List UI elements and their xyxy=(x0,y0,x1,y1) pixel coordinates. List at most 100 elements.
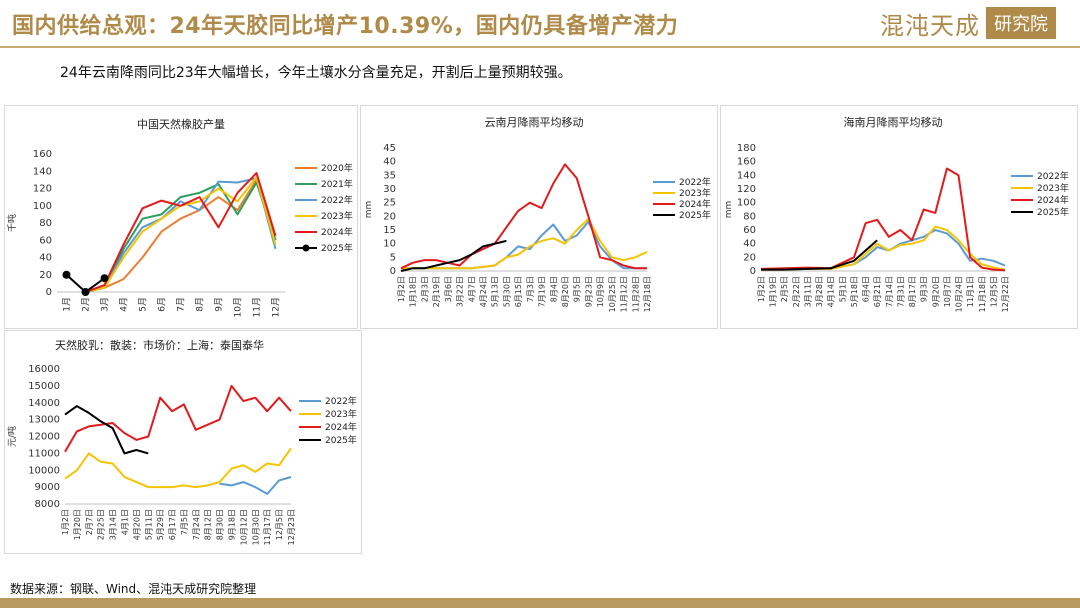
x-tick-label: 5月1日 xyxy=(838,276,847,302)
x-tick-label: 7月3日 xyxy=(526,276,535,302)
data-point-2025年 xyxy=(100,274,109,283)
x-tick-label: 9月20日 xyxy=(931,276,940,307)
legend-label-2025年: 2025年 xyxy=(325,434,357,446)
x-tick-label: 3月 xyxy=(100,297,111,312)
x-tick-label: 11月28日 xyxy=(631,276,640,312)
y-tick-label: 10000 xyxy=(28,465,60,476)
x-tick-label: 2月25日 xyxy=(97,509,106,540)
logo-text: 混沌天成 xyxy=(880,11,980,40)
y-tick-label: 14000 xyxy=(28,398,60,409)
series-line-2020年 xyxy=(85,178,277,293)
x-tick-label: 2月5日 xyxy=(780,276,789,302)
y-tick-label: 5 xyxy=(390,252,396,263)
y-tick-label: 11000 xyxy=(28,448,60,459)
x-tick-label: 5月29日 xyxy=(156,509,165,540)
legend-label-2022年: 2022年 xyxy=(325,395,357,407)
legend-label-2025年: 2025年 xyxy=(679,209,711,221)
legend-label-2023年: 2023年 xyxy=(321,210,353,222)
x-tick-label: 12月18日 xyxy=(643,276,652,312)
x-tick-label: 11月12日 xyxy=(620,276,629,312)
x-tick-label: 3月11日 xyxy=(803,276,812,307)
legend-label-2024年: 2024年 xyxy=(679,198,711,210)
y-tick-label: 20 xyxy=(383,211,396,222)
x-tick-label: 6月15日 xyxy=(514,276,523,307)
header-divider xyxy=(0,46,1080,48)
legend-label-2023年: 2023年 xyxy=(1037,182,1069,194)
y-tick-label: 10 xyxy=(383,239,396,250)
x-tick-label: 10月24日 xyxy=(955,276,964,312)
y-tick-label: 9000 xyxy=(35,482,60,493)
x-tick-label: 2月19日 xyxy=(432,276,441,307)
series-line-2022年 xyxy=(219,476,292,495)
x-tick-label: 8月 xyxy=(195,297,206,312)
y-tick-label: 35 xyxy=(383,170,396,181)
x-tick-label: 8月4日 xyxy=(549,276,558,302)
series-line-2024年 xyxy=(400,163,647,270)
legend-label-2025年: 2025年 xyxy=(1037,206,1069,218)
x-tick-label: 4月7日 xyxy=(467,276,476,302)
y-tick-label: 45 xyxy=(383,143,396,154)
x-tick-label: 10月12日 xyxy=(239,509,248,545)
x-tick-label: 6月4日 xyxy=(862,276,871,302)
x-tick-label: 12月 xyxy=(271,297,282,317)
x-tick-label: 5月 xyxy=(138,297,149,312)
y-tick-label: 0 xyxy=(750,266,756,277)
y-tick-label: 30 xyxy=(383,184,396,195)
y-tick-label: 15000 xyxy=(28,381,60,392)
series-line-2025年 xyxy=(64,405,149,455)
data-point-2025年 xyxy=(62,270,71,279)
chart-title: 天然胶乳：散装：市场价：上海：泰国泰华 xyxy=(55,338,264,352)
y-axis-label: mm xyxy=(364,201,374,219)
x-tick-label: 4月20日 xyxy=(132,509,141,540)
series-line-2024年 xyxy=(64,384,292,453)
y-tick-label: 25 xyxy=(383,198,396,209)
panel-yunnan-rain: 云南月降雨平均移动 mm 0 5 10 15 20 25 30 35 40 45 1月2日 1月18日 2月… xyxy=(360,105,718,329)
x-tick-label: 7月5日 xyxy=(180,509,189,535)
x-tick-label: 3月28日 xyxy=(815,276,824,307)
y-tick-label: 140 xyxy=(33,166,52,177)
chart-title: 云南月降雨平均移动 xyxy=(485,115,584,129)
legend-label-2021年: 2021年 xyxy=(321,178,353,190)
legend-label-2023年: 2023年 xyxy=(679,187,711,199)
x-tick-label: 3月22日 xyxy=(456,276,465,307)
x-tick-label: 1月2日 xyxy=(61,509,70,535)
x-tick-label: 1月18日 xyxy=(409,276,418,307)
x-tick-label: 4月14日 xyxy=(827,276,836,307)
series-line-2025年 xyxy=(761,239,878,271)
x-tick-label: 2月7日 xyxy=(85,509,94,535)
x-tick-label: 7月19日 xyxy=(538,276,547,307)
x-tick-label: 4月24日 xyxy=(479,276,488,307)
y-tick-label: 160 xyxy=(33,149,52,160)
x-tick-label: 7月 xyxy=(176,297,187,312)
y-tick-label: 16000 xyxy=(28,364,60,375)
x-tick-label: 10月25日 xyxy=(608,276,617,312)
x-tick-label: 11月1日 xyxy=(966,276,975,307)
x-tick-label: 5月18日 xyxy=(850,276,859,307)
y-tick-label: 60 xyxy=(39,235,52,246)
series-line-2021年 xyxy=(85,181,277,293)
x-tick-label: 7月14日 xyxy=(885,276,894,307)
series-line-2023年 xyxy=(401,218,648,270)
x-tick-label: 12月22日 xyxy=(1001,276,1010,312)
x-tick-label: 9月5日 xyxy=(573,276,582,302)
x-tick-label: 12月5日 xyxy=(989,276,998,307)
x-tick-label: 1月2日 xyxy=(397,276,406,302)
brand-logo: 混沌天成 研究院 xyxy=(880,7,1056,40)
legend-label-2022年: 2022年 xyxy=(321,194,353,206)
x-tick-label: 12月5日 xyxy=(275,509,284,540)
y-tick-label: 13000 xyxy=(28,415,60,426)
y-tick-label: 60 xyxy=(743,225,756,236)
x-tick-label: 5月30日 xyxy=(502,276,511,307)
series-line-2024年 xyxy=(85,172,277,293)
y-tick-label: 0 xyxy=(390,266,396,277)
legend-label-2024年: 2024年 xyxy=(1037,194,1069,206)
y-tick-label: 180 xyxy=(737,143,756,154)
y-tick-label: 80 xyxy=(39,218,52,229)
x-tick-label: 4月 xyxy=(119,297,130,312)
x-tick-label: 7月24日 xyxy=(192,509,201,540)
x-tick-label: 6月 xyxy=(157,297,168,312)
x-tick-label: 1月 xyxy=(62,297,73,312)
page-header: 国内供给总观：24年天胶同比增产10.39%，国内仍具备增产潜力 混沌天成 研究… xyxy=(0,0,1080,48)
